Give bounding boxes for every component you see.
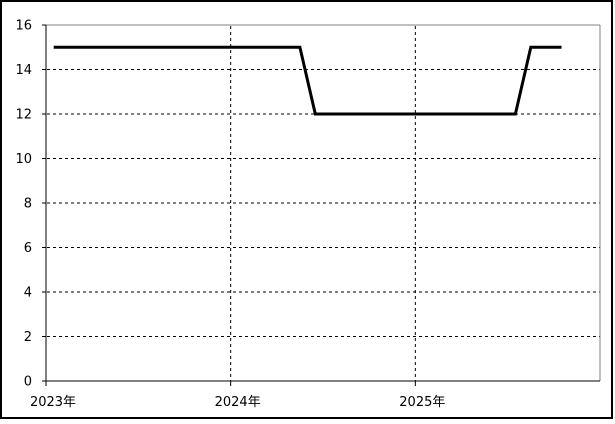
x-axis-label: 2024年 — [215, 395, 261, 410]
y-axis-label: 8 — [24, 197, 32, 212]
y-axis-label: 4 — [24, 286, 32, 301]
y-axis-label: 12 — [15, 108, 32, 123]
x-axis-label: 2025年 — [399, 395, 445, 410]
y-axis-label: 0 — [24, 375, 32, 390]
y-axis-label: 16 — [15, 19, 32, 34]
y-axis-label: 10 — [15, 152, 32, 167]
y-axis-label: 14 — [15, 63, 32, 78]
x-axis-label: 2023年 — [30, 395, 76, 410]
y-axis-label: 6 — [24, 241, 32, 256]
y-axis-label: 2 — [24, 330, 32, 345]
data-series-line — [53, 45, 562, 116]
